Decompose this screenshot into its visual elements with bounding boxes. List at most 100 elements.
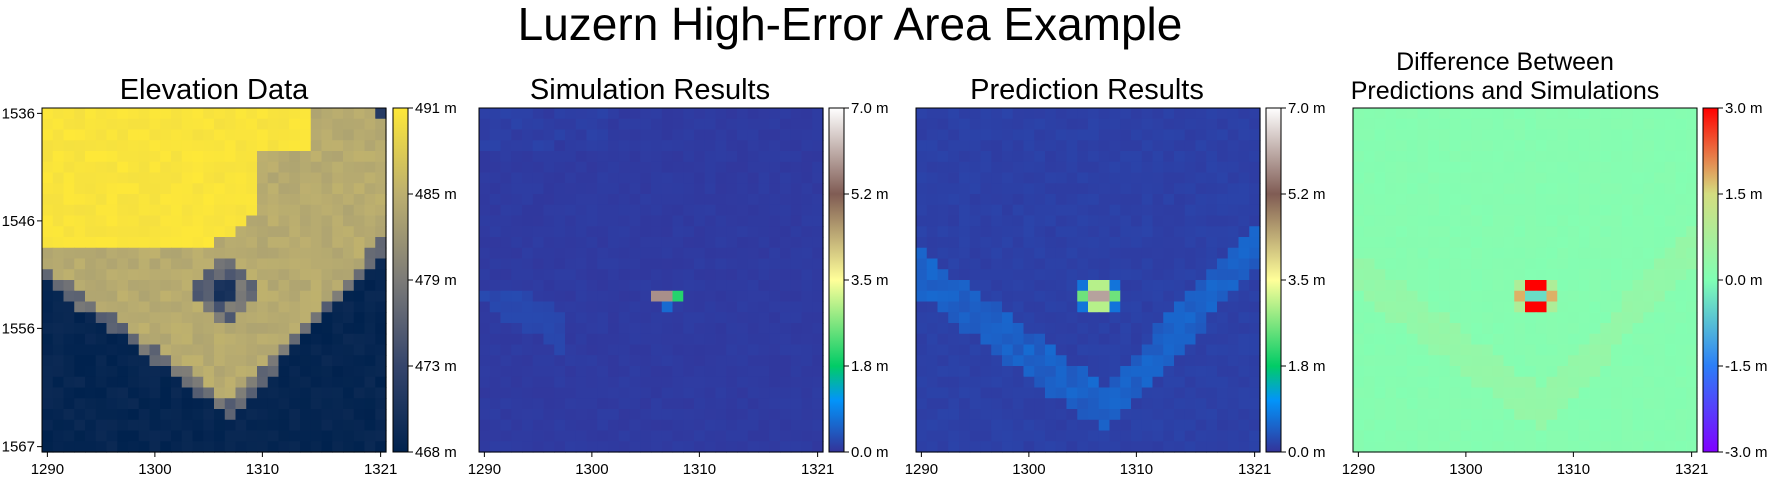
heatmap-cell [1002,290,1014,303]
heatmap-cell [597,398,609,410]
heatmap-cell [1034,118,1046,131]
heatmap-cell [224,355,237,367]
heatmap-cell [737,129,749,141]
heatmap-cell [181,226,194,238]
heatmap-cell [1120,290,1132,303]
heatmap-cell [332,161,344,174]
heatmap-cell [1600,247,1612,260]
heatmap-cell [1578,398,1591,410]
heatmap-cell [1012,140,1025,152]
heatmap-cell [1439,258,1451,270]
heatmap-cell [1174,398,1186,410]
colorbar-tick-label: -1.5 m [1725,358,1768,375]
heatmap-cell [257,161,269,174]
heatmap-cell [1503,387,1515,399]
heatmap-cell [1034,398,1046,410]
heatmap-cell [128,398,140,410]
heatmap-cell [948,226,960,238]
heatmap-cell [629,344,641,356]
heatmap-cell [812,118,824,131]
heatmap-cell [353,258,366,270]
heatmap-cell [278,237,290,249]
heatmap-cell [1131,129,1143,141]
heatmap-cell [812,344,824,356]
heatmap-cell [1439,280,1451,292]
heatmap-cell [214,430,226,442]
heatmap-cell [980,301,992,313]
heatmap-cell [364,280,376,292]
heatmap-cell [1174,280,1186,292]
heatmap-cell [694,290,706,303]
heatmap-cell [1238,258,1250,270]
heatmap-cell [63,280,75,292]
heatmap-cell [1654,430,1666,442]
heatmap-cell [1385,323,1397,335]
heatmap-cell [74,129,86,141]
heatmap-cell [235,237,247,249]
heatmap-cell [926,258,939,270]
heatmap-cell [640,430,652,442]
heatmap-cell [321,333,333,346]
heatmap-cell [1568,301,1580,313]
heatmap-cell [1163,258,1175,270]
heatmap-cell [138,333,151,346]
heatmap-cell [511,323,523,335]
heatmap-cell [937,151,949,163]
heatmap-cell [353,323,366,335]
heatmap-cell [224,280,237,292]
heatmap-cell [1503,344,1515,356]
heatmap-cell [1120,108,1132,120]
heatmap-cell [1406,172,1419,184]
heatmap-cell [321,355,333,367]
heatmap-cell [1374,366,1386,378]
heatmap-cell [640,441,652,453]
heatmap-cell [1109,312,1121,324]
heatmap-cell [1460,333,1472,346]
heatmap-cell [1643,387,1655,399]
heatmap-cell [1546,172,1558,184]
heatmap-cell [1174,194,1186,206]
heatmap-cell [52,366,65,378]
heatmap-cell [1396,226,1408,238]
heatmap-cell [1654,312,1666,324]
heatmap-cell [1406,366,1419,378]
heatmap-cell [1077,355,1089,367]
heatmap-cell [181,108,194,120]
heatmap-cell [1439,387,1451,399]
heatmap-cell [1643,376,1655,389]
heatmap-cell [543,215,555,227]
heatmap-cell [1525,430,1537,442]
heatmap-cell [1643,398,1655,410]
x-tick-label: 1290 [905,461,938,477]
heatmap-cell [1492,333,1505,346]
heatmap-cell [790,183,803,195]
heatmap-cell [1396,387,1408,399]
heatmap-cell [1385,140,1397,152]
heatmap-cell [948,323,960,335]
heatmap-cell [1471,441,1483,453]
heatmap-cell [343,194,355,206]
heatmap-cell [511,355,523,367]
heatmap-cell [1238,419,1250,432]
heatmap-cell [1002,312,1014,324]
heatmap-cell [812,247,824,260]
heatmap-cell [1568,140,1580,152]
heatmap-cell [704,398,717,410]
heatmap-cell [565,204,577,217]
heatmap-cell [1131,419,1143,432]
heatmap-cell [1374,258,1386,270]
heatmap-cell [1034,258,1046,270]
heatmap-cell [769,333,781,346]
heatmap-cell [597,441,609,453]
heatmap-cell [1439,344,1451,356]
heatmap-cell [1174,323,1186,335]
heatmap-cell [1249,161,1261,174]
heatmap-cell [289,258,301,270]
heatmap-cell [704,323,717,335]
heatmap-cell [586,333,598,346]
heatmap-cell [257,333,269,346]
heatmap-cell [149,387,161,399]
heatmap-cell [1238,376,1250,389]
heatmap-cell [343,172,355,184]
heatmap-cell [1525,247,1537,260]
